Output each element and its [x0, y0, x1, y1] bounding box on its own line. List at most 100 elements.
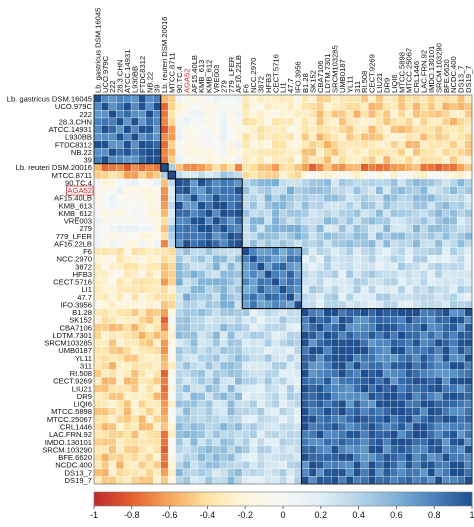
- row-label: HFB3: [73, 270, 92, 279]
- heatmap-cell: [323, 316, 332, 325]
- colorbar-segment: [135, 492, 140, 506]
- row-label: MTCC.8711: [52, 171, 92, 180]
- heatmap-cell: [434, 178, 443, 188]
- heatmap-cell: [212, 270, 221, 279]
- heatmap-cell: [264, 300, 273, 310]
- heatmap-cell: [353, 247, 362, 256]
- heatmap-cell: [234, 201, 243, 210]
- heatmap-cell: [264, 209, 273, 218]
- heatmap-cell: [219, 140, 228, 149]
- heatmap-cell: [130, 239, 139, 249]
- heatmap-cell: [182, 407, 191, 416]
- heatmap-cell: [271, 453, 280, 462]
- heatmap-cell: [271, 193, 280, 203]
- heatmap-cell: [368, 193, 377, 203]
- heatmap-cell: [301, 255, 310, 264]
- heatmap-cell: [331, 361, 340, 371]
- heatmap-cell: [123, 300, 132, 310]
- heatmap-cell: [419, 293, 429, 302]
- heatmap-cell: [434, 430, 443, 439]
- heatmap-cell: [234, 399, 243, 409]
- heatmap-cell: [323, 255, 332, 264]
- column-label: 39: [153, 85, 162, 93]
- heatmap-cell: [449, 232, 458, 241]
- heatmap-cell: [138, 155, 147, 165]
- heatmap-cell: [293, 460, 303, 470]
- heatmap-cell: [197, 247, 206, 256]
- colorbar-segment: [120, 492, 125, 506]
- heatmap-cell: [434, 308, 443, 317]
- heatmap-cell: [286, 94, 295, 104]
- heatmap-cell: [345, 270, 354, 279]
- heatmap-cell: [427, 193, 436, 203]
- heatmap-cell: [227, 430, 236, 439]
- heatmap-cell: [130, 247, 139, 256]
- heatmap-cell: [345, 247, 354, 256]
- heatmap-cell: [368, 209, 377, 218]
- heatmap-cell: [449, 132, 458, 142]
- heatmap-cell: [234, 316, 243, 325]
- heatmap-cell: [457, 193, 466, 203]
- heatmap-cell: [323, 323, 332, 332]
- heatmap-cell: [375, 293, 384, 302]
- column-label: VRE003: [212, 65, 221, 93]
- heatmap-cell: [219, 460, 228, 470]
- heatmap-cell: [345, 338, 354, 348]
- heatmap-cell: [219, 110, 228, 119]
- heatmap-cell: [375, 270, 384, 279]
- heatmap-cell: [279, 277, 288, 287]
- heatmap-cell: [271, 125, 280, 134]
- heatmap-cell: [301, 186, 310, 195]
- heatmap-cell: [190, 476, 199, 485]
- heatmap-cell: [316, 247, 325, 256]
- heatmap-cell: [227, 155, 236, 165]
- heatmap-cell: [190, 308, 199, 317]
- heatmap-cell: [279, 460, 288, 470]
- row-label: LAC.FRN.92: [49, 430, 92, 439]
- heatmap-cell: [375, 430, 384, 439]
- heatmap-cell: [219, 178, 228, 188]
- heatmap-cell: [382, 148, 391, 157]
- heatmap-cell: [123, 354, 132, 363]
- heatmap-cell: [464, 316, 473, 325]
- heatmap-cell: [175, 178, 184, 188]
- heatmap-cell: [271, 323, 280, 332]
- heatmap-cell: [167, 193, 177, 203]
- heatmap-cell: [160, 171, 169, 180]
- heatmap-cell: [160, 415, 169, 424]
- heatmap-cell: [353, 346, 362, 355]
- heatmap-cell: [353, 201, 362, 210]
- heatmap-cell: [153, 255, 162, 264]
- heatmap-cell: [405, 399, 414, 409]
- heatmap-cell: [249, 430, 258, 439]
- heatmap-cell: [271, 415, 280, 424]
- heatmap-cell: [249, 224, 258, 233]
- colorbar-segment: [222, 492, 227, 506]
- heatmap-cell: [331, 430, 340, 439]
- heatmap-cell: [130, 377, 139, 386]
- heatmap-cell: [116, 384, 125, 393]
- heatmap-cell: [286, 377, 295, 386]
- heatmap-cell: [167, 178, 177, 188]
- heatmap-cell: [301, 399, 310, 409]
- heatmap-cell: [375, 262, 384, 271]
- column-label: SK152: [308, 70, 317, 93]
- heatmap-cell: [93, 361, 102, 371]
- heatmap-cell: [167, 300, 177, 310]
- heatmap-cell: [397, 331, 406, 340]
- heatmap-cell: [108, 346, 117, 355]
- heatmap-cell: [197, 422, 206, 432]
- heatmap-cell: [345, 255, 354, 264]
- heatmap-cell: [108, 399, 117, 409]
- heatmap-cell: [249, 270, 258, 279]
- heatmap-cell: [331, 399, 340, 409]
- heatmap-cell: [412, 140, 421, 149]
- heatmap-cell: [190, 148, 199, 157]
- heatmap-cell: [145, 430, 154, 439]
- heatmap-cell: [419, 399, 429, 409]
- heatmap-cell: [197, 308, 206, 317]
- heatmap-cell: [405, 132, 414, 142]
- heatmap-cell: [190, 285, 199, 294]
- heatmap-cell: [271, 300, 280, 310]
- heatmap-cell: [175, 331, 184, 340]
